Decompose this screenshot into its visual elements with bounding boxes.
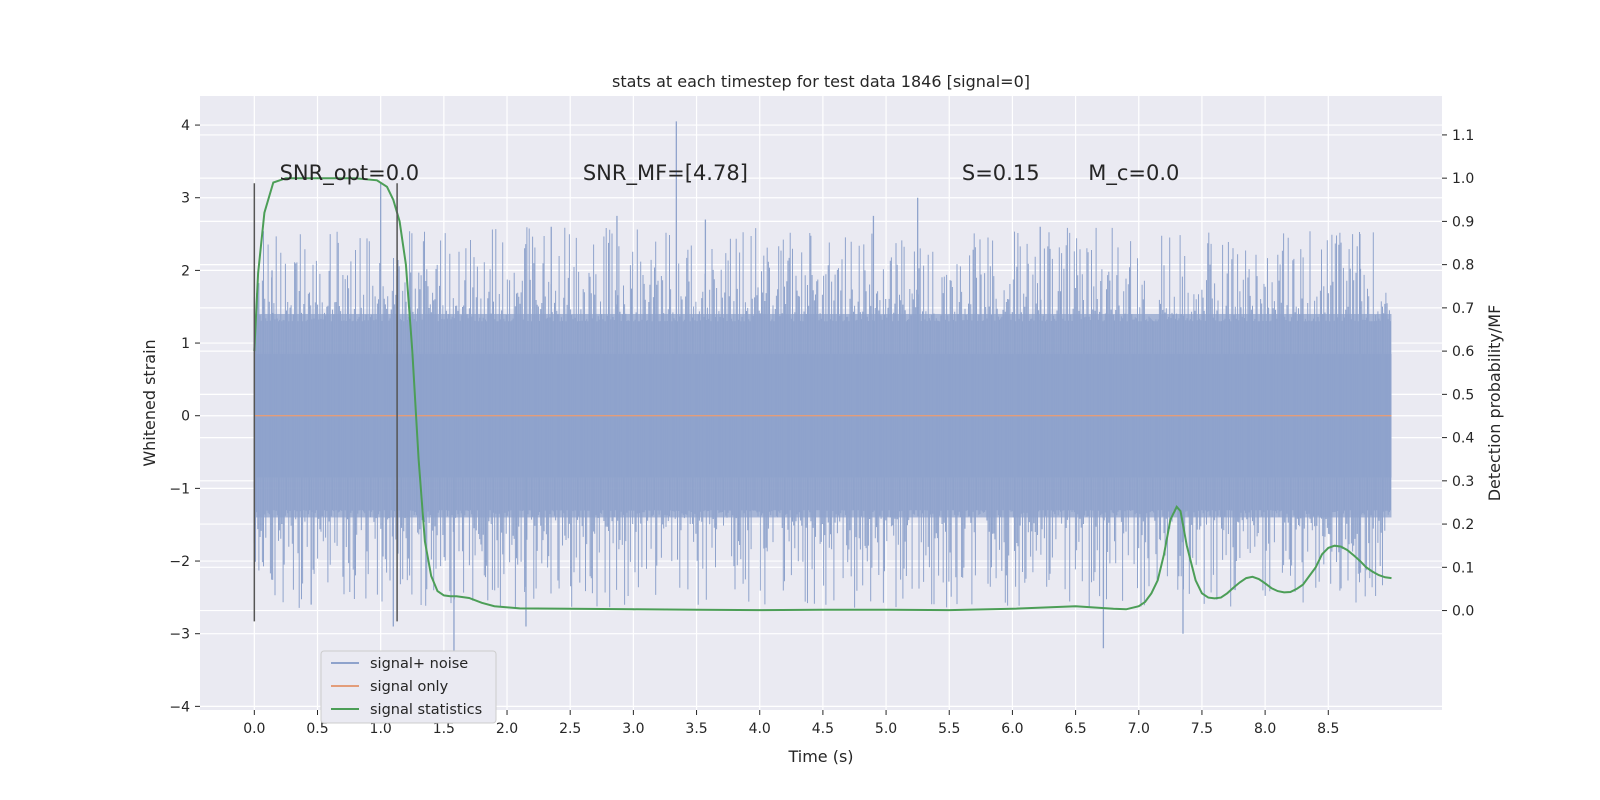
x-tick-label: 2.0 xyxy=(496,721,518,737)
y-tick-label: −1 xyxy=(169,481,190,497)
y2-tick-label: 0.4 xyxy=(1452,431,1474,447)
y-tick-label: −2 xyxy=(169,554,190,570)
x-tick-label: 7.5 xyxy=(1191,721,1213,737)
legend: signal+ noise signal only signal statist… xyxy=(320,650,497,724)
y2-tick-label: 1.1 xyxy=(1452,128,1474,144)
vertical-markers xyxy=(253,183,398,622)
y-tick-label: 2 xyxy=(181,263,190,279)
annotation-snr_opt: SNR_opt=0.0 xyxy=(280,161,420,186)
y-tick-label: 1 xyxy=(181,336,190,352)
x-axis-label: Time (s) xyxy=(787,747,853,766)
y2-tick-label: 0.7 xyxy=(1452,301,1474,317)
y2-tick-label: 0.2 xyxy=(1452,517,1474,533)
axis-ticks: 0.0 0.5 1.0 1.5 2.0 2.5 3.0 3.5 4.0 4.5 5.0 5.5 6.0 6… xyxy=(169,118,1474,737)
x-tick-label: 1.5 xyxy=(433,721,455,737)
y2-tick-label: 0.6 xyxy=(1452,344,1474,360)
y2-axis-label: Detection probability/MF xyxy=(1485,305,1504,502)
x-tick-label: 8.0 xyxy=(1254,721,1276,737)
y2-tick-label: 1.0 xyxy=(1452,171,1474,187)
y2-tick-label: 0.9 xyxy=(1452,214,1474,230)
x-tick-label: 6.5 xyxy=(1064,721,1086,737)
x-tick-label: 3.0 xyxy=(622,721,644,737)
x-tick-label: 4.5 xyxy=(812,721,834,737)
y-tick-label: 4 xyxy=(181,118,190,134)
annotation-s: S=0.15 xyxy=(962,161,1040,185)
signal-statistics-series xyxy=(253,177,1392,612)
signal-statistics-line xyxy=(253,177,1392,612)
y-axis-label: Whitened strain xyxy=(140,339,159,466)
legend-box xyxy=(320,650,497,724)
x-tick-label: 3.5 xyxy=(685,721,707,737)
annotations: SNR_opt=0.0 SNR_MF=[4.78] S=0.15 M_c=0.0 xyxy=(280,161,1180,186)
legend-label-signal-statistics: signal statistics xyxy=(370,702,482,718)
annotation-mc: M_c=0.0 xyxy=(1088,161,1179,186)
y2-tick-label: 0.8 xyxy=(1452,258,1474,274)
x-tick-label: 6.0 xyxy=(1001,721,1023,737)
y-tick-label: −4 xyxy=(169,699,190,715)
y-tick-label: 0 xyxy=(181,409,190,425)
chart-title: stats at each timestep for test data 184… xyxy=(612,72,1030,91)
legend-label-signal-noise: signal+ noise xyxy=(370,656,468,672)
x-tick-label: 4.0 xyxy=(749,721,771,737)
x-tick-label: 8.5 xyxy=(1317,721,1339,737)
y-tick-label: −3 xyxy=(169,627,190,643)
x-tick-label: 7.0 xyxy=(1128,721,1150,737)
x-tick-label: 0.5 xyxy=(306,721,328,737)
annotation-snr_mf: SNR_MF=[4.78] xyxy=(583,161,748,186)
y-tick-label: 3 xyxy=(181,191,190,207)
y2-tick-label: 0.1 xyxy=(1452,560,1474,576)
x-tick-label: 2.5 xyxy=(559,721,581,737)
y2-tick-label: 0.3 xyxy=(1452,474,1474,490)
y2-tick-label: 0.5 xyxy=(1452,387,1474,403)
x-tick-label: 5.0 xyxy=(875,721,897,737)
x-tick-label: 0.0 xyxy=(243,721,265,737)
y2-tick-label: 0.0 xyxy=(1452,604,1474,620)
x-tick-label: 5.5 xyxy=(938,721,960,737)
legend-label-signal-only: signal only xyxy=(370,679,449,695)
x-tick-label: 1.0 xyxy=(370,721,392,737)
